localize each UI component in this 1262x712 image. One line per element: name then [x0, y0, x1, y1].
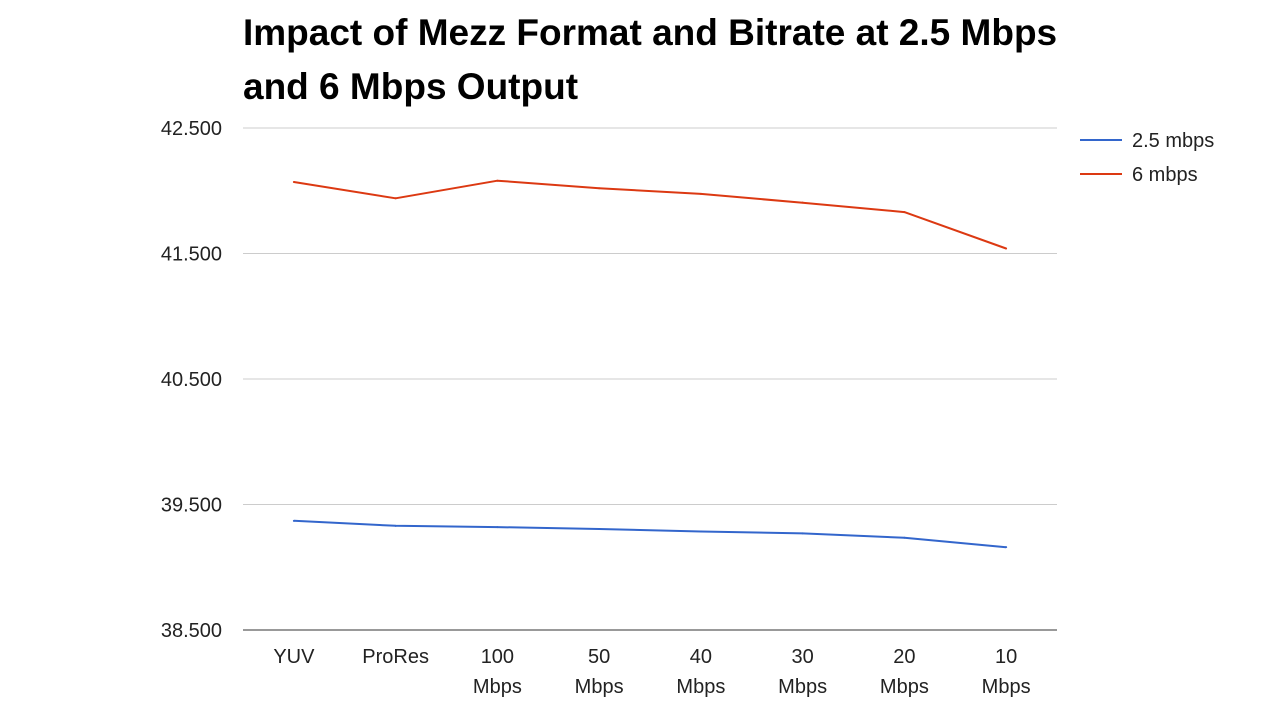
data-point — [394, 197, 397, 200]
series-line-2-5-mbps — [293, 519, 1007, 549]
data-point — [292, 180, 295, 183]
data-point — [1005, 546, 1008, 549]
chart-title: Impact of Mezz Format and Bitrate at 2.5… — [243, 12, 1058, 107]
x-tick-label: YUV — [273, 646, 315, 668]
data-point — [598, 527, 601, 530]
y-tick-label: 42.500 — [161, 118, 222, 140]
x-tick-label: ProRes — [362, 646, 429, 668]
y-tick-label: 40.500 — [161, 369, 222, 391]
x-tick-label: 20 Mbps — [880, 646, 929, 698]
data-point — [1005, 247, 1008, 250]
x-tick-label: 10 Mbps — [982, 646, 1031, 698]
data-point — [801, 532, 804, 535]
data-point — [598, 187, 601, 190]
data-point — [699, 192, 702, 195]
data-point — [496, 526, 499, 529]
legend-label: 2.5 mbps — [1132, 130, 1214, 152]
data-point — [394, 524, 397, 527]
x-tick-label: 40 Mbps — [676, 646, 725, 698]
data-point — [699, 530, 702, 533]
data-point — [903, 536, 906, 539]
data-point — [801, 201, 804, 204]
x-tick-label: 50 Mbps — [575, 646, 624, 698]
data-point — [292, 519, 295, 522]
y-tick-label: 39.500 — [161, 495, 222, 517]
data-point — [903, 211, 906, 214]
y-tick-label: 41.500 — [161, 244, 222, 266]
y-tick-label: 38.500 — [161, 620, 222, 642]
legend-label: 6 mbps — [1132, 164, 1198, 186]
data-point — [496, 179, 499, 182]
x-tick-label: 30 Mbps — [778, 646, 827, 698]
x-tick-label: 100 Mbps — [473, 646, 522, 698]
series-line-6-mbps — [293, 179, 1007, 250]
